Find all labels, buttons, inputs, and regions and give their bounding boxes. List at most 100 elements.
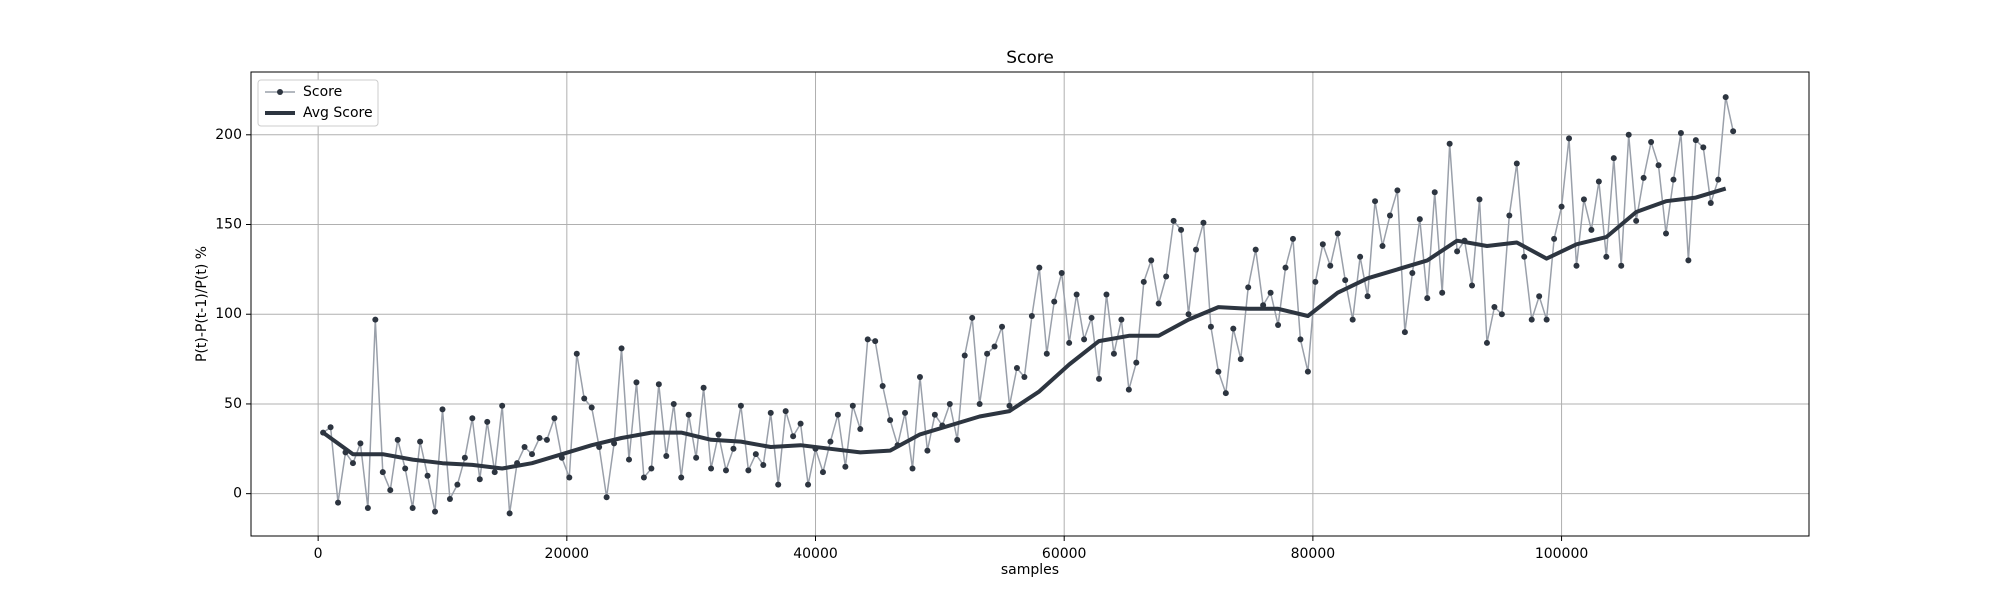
legend-label: Score	[303, 84, 342, 100]
point	[969, 314, 976, 321]
point	[327, 424, 334, 431]
point	[506, 510, 513, 517]
point	[1610, 155, 1617, 162]
point	[931, 411, 938, 418]
series-line	[322, 96, 1734, 515]
point	[1618, 262, 1625, 269]
point	[446, 496, 453, 503]
point	[1192, 246, 1199, 253]
point	[1379, 243, 1386, 250]
point	[1588, 226, 1595, 233]
point	[678, 474, 685, 481]
point	[1110, 350, 1117, 357]
point	[849, 402, 856, 409]
point	[1730, 128, 1737, 135]
point	[819, 469, 826, 476]
y-tick-label: 50	[224, 396, 242, 412]
point	[745, 467, 752, 474]
point	[1401, 329, 1408, 336]
point	[1207, 323, 1214, 330]
point	[1252, 246, 1259, 253]
chart-title: Score	[1006, 48, 1054, 68]
point	[1334, 230, 1341, 237]
point	[1424, 295, 1431, 302]
point	[364, 505, 371, 512]
point	[715, 431, 722, 438]
point	[1222, 390, 1229, 397]
point	[551, 415, 558, 422]
point	[409, 505, 416, 512]
point	[499, 402, 506, 409]
point	[700, 384, 707, 391]
point	[633, 379, 640, 386]
point	[1446, 140, 1453, 147]
series-line	[321, 186, 1727, 471]
point	[1081, 336, 1088, 343]
point	[573, 350, 580, 357]
point	[1677, 130, 1684, 137]
legend-label: Avg Score	[303, 105, 373, 121]
point	[1163, 273, 1170, 280]
point	[417, 438, 424, 445]
point	[432, 508, 439, 515]
point	[357, 440, 364, 447]
x-tick-label: 0	[314, 546, 323, 562]
point	[760, 461, 767, 468]
legend: Score Avg Score	[257, 79, 379, 127]
point	[640, 474, 647, 481]
point	[1267, 289, 1274, 296]
point	[1685, 257, 1692, 264]
point	[1551, 235, 1558, 242]
point	[1670, 176, 1677, 183]
point	[1409, 269, 1416, 276]
point	[1469, 282, 1476, 289]
point	[1140, 278, 1147, 285]
point	[1073, 291, 1080, 298]
point	[1245, 284, 1252, 291]
point	[335, 499, 342, 506]
point	[484, 418, 491, 425]
point	[439, 406, 446, 413]
point	[1580, 196, 1587, 203]
point	[461, 454, 468, 461]
point	[1566, 135, 1573, 142]
x-tick-label: 100000	[1535, 546, 1588, 562]
point	[1282, 264, 1289, 271]
point	[1088, 314, 1095, 321]
point	[879, 382, 886, 389]
point	[790, 433, 797, 440]
point	[1349, 316, 1356, 323]
point	[1066, 339, 1073, 346]
point	[1297, 336, 1304, 343]
point	[1543, 316, 1550, 323]
point	[521, 444, 528, 451]
y-tick-label: 200	[215, 127, 242, 143]
point	[543, 436, 550, 443]
point	[752, 451, 759, 458]
point	[1648, 138, 1655, 145]
point	[722, 467, 729, 474]
point	[394, 436, 401, 443]
point	[1133, 359, 1140, 366]
x-tick-label: 40000	[793, 546, 838, 562]
point	[1155, 300, 1162, 307]
point	[954, 436, 961, 443]
point	[1364, 293, 1371, 300]
point	[946, 400, 953, 407]
point	[1722, 94, 1729, 101]
legend-marker	[277, 89, 283, 95]
point	[1663, 230, 1670, 237]
point	[1700, 144, 1707, 151]
point	[491, 469, 498, 476]
point	[1118, 316, 1125, 323]
point	[1595, 178, 1602, 185]
point	[1491, 304, 1498, 311]
point	[1640, 174, 1647, 181]
point	[1707, 199, 1714, 206]
point	[1528, 316, 1535, 323]
point	[1416, 216, 1423, 223]
point	[1536, 293, 1543, 300]
point	[1215, 368, 1222, 375]
point	[1289, 235, 1296, 242]
point	[1513, 160, 1520, 167]
